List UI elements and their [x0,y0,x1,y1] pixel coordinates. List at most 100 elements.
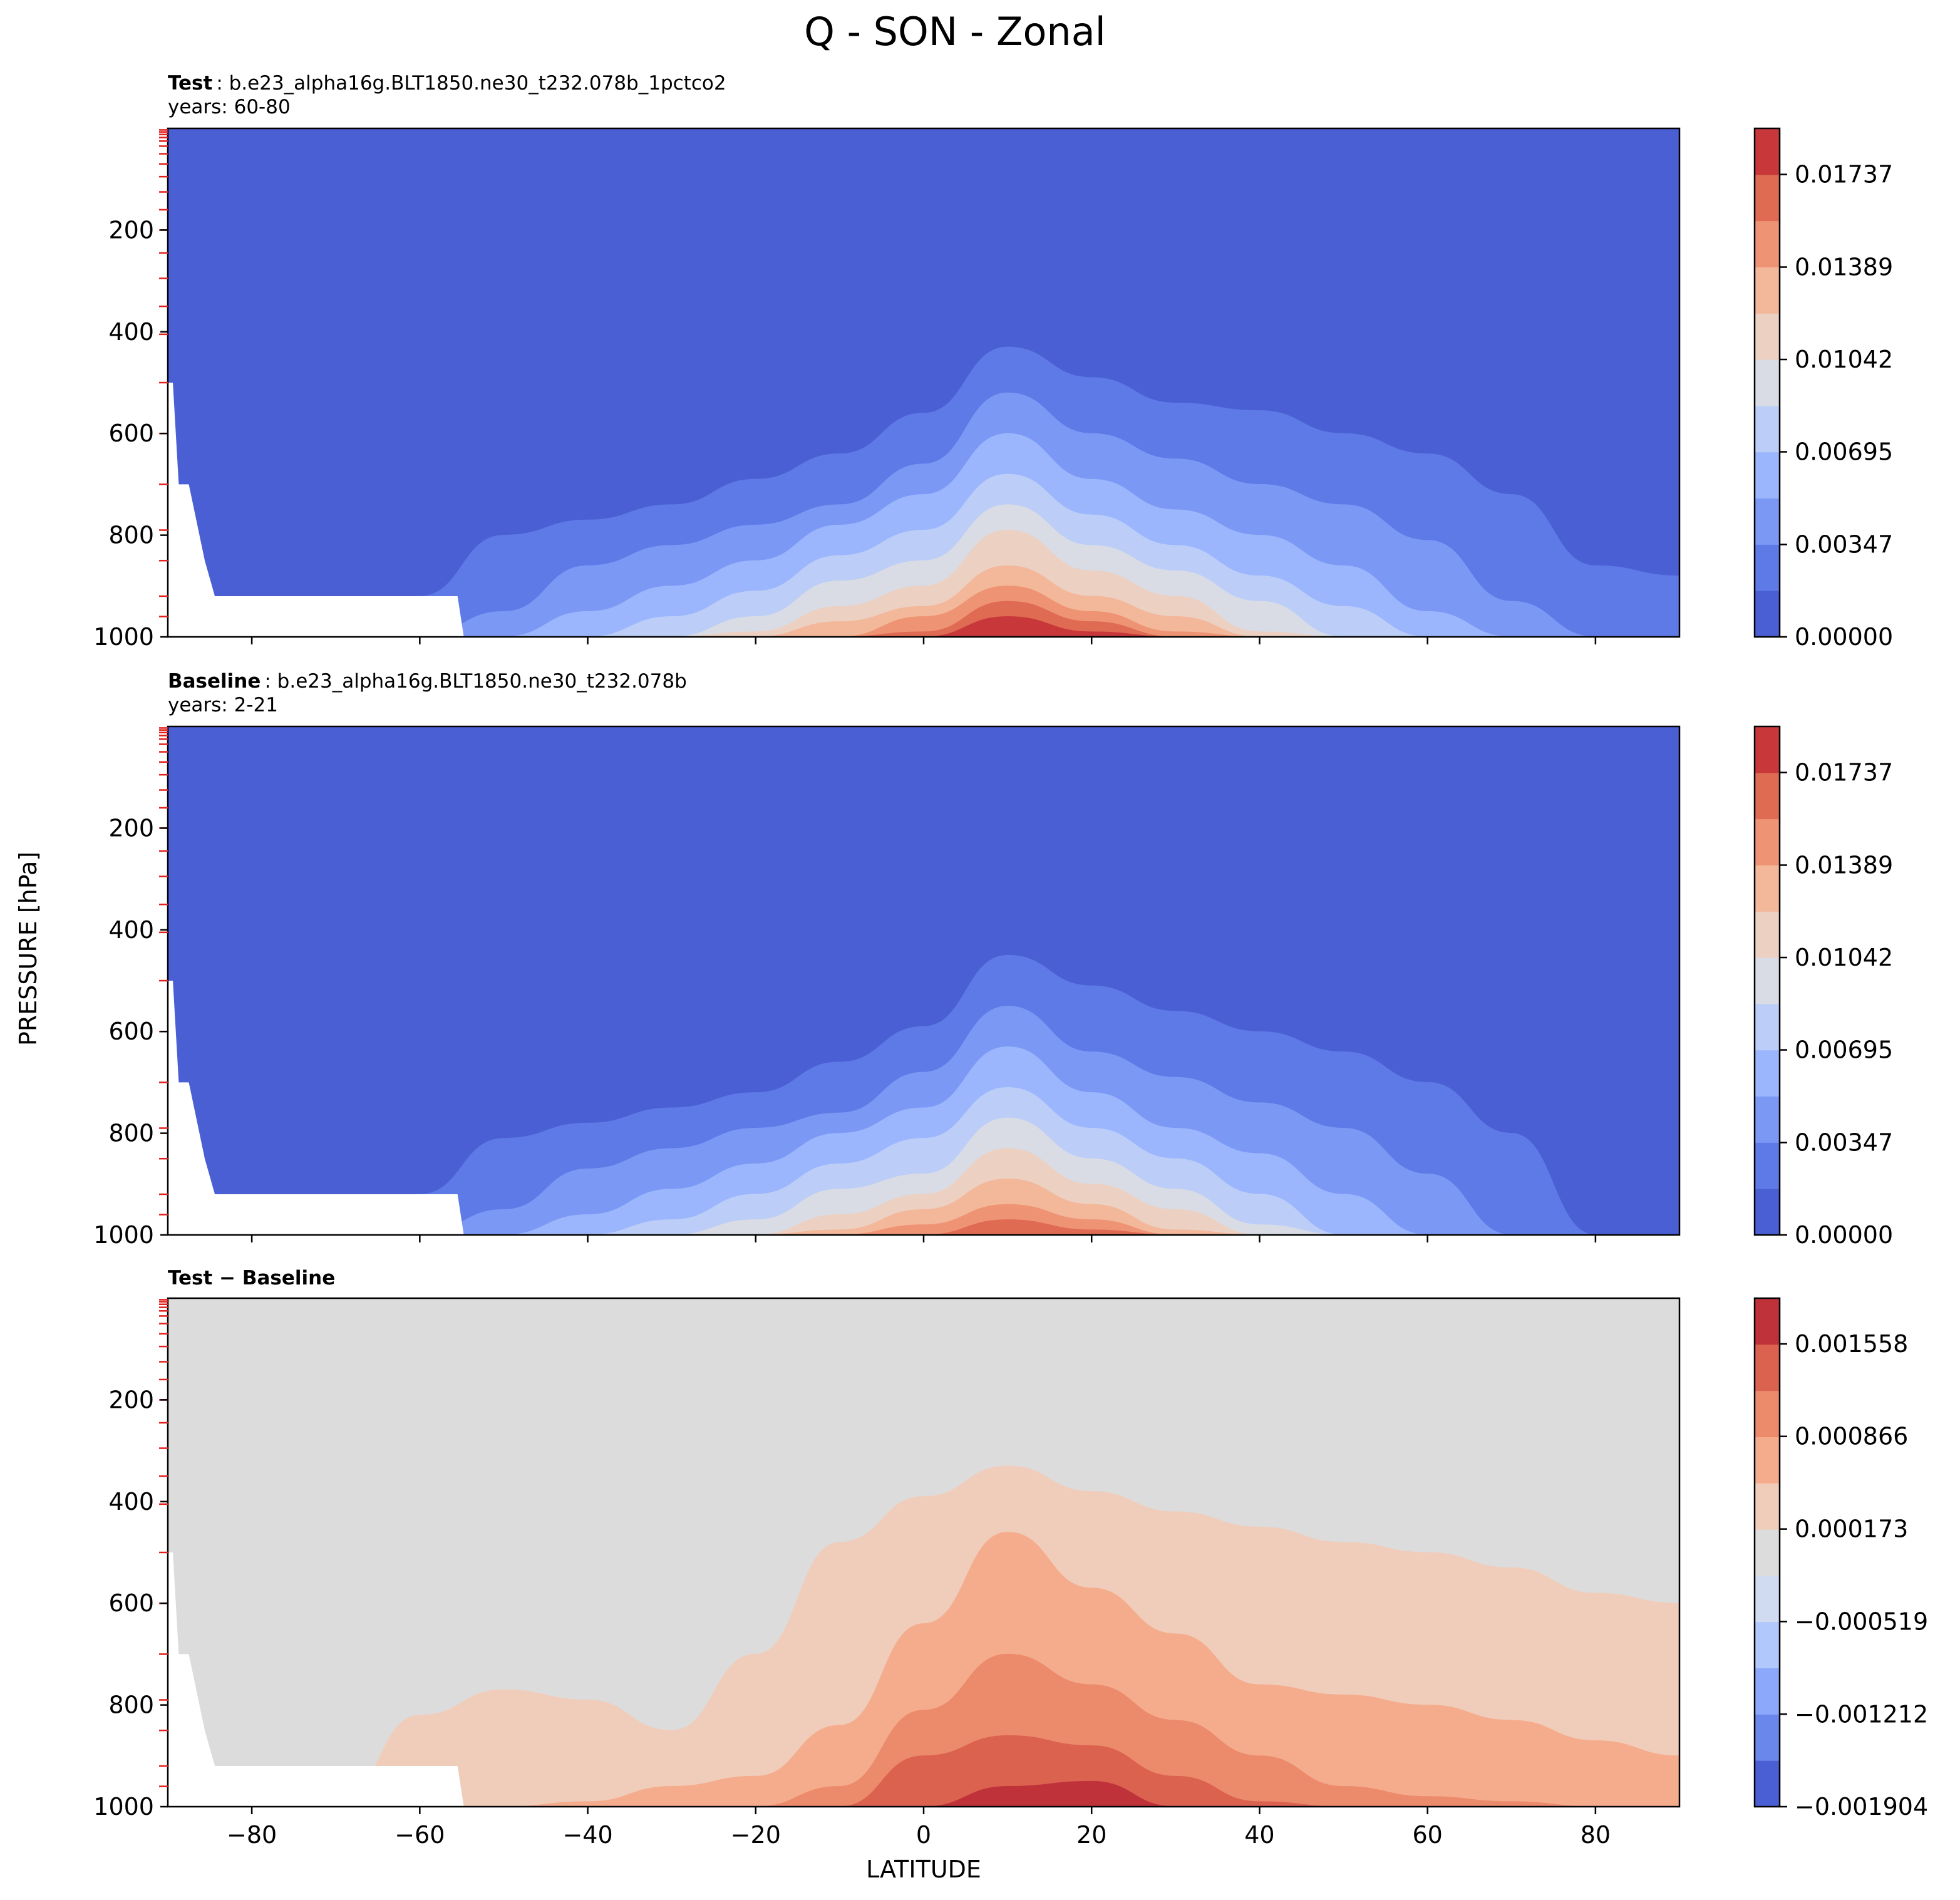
contour-level-5 [168,1117,1679,1235]
colorbar-segment [1755,726,1780,773]
colorbar-segment [1755,1437,1780,1484]
contour-level-9 [168,1735,1679,1807]
colorbar-segment [1755,1390,1780,1437]
colorbar-tick-label: 0.01042 [1795,944,1893,971]
colorbar-tick-label: 0.00000 [1795,623,1893,651]
colorbar-frame [1753,127,1781,638]
x-tick-label: 20 [1076,1821,1106,1849]
contour-level-8 [168,1204,1679,1235]
colorbar-tick-label: 0.01737 [1795,759,1893,787]
panel-label: Test: b.e23_alpha16g.BLT1850.ne30_t232.0… [168,72,726,95]
colorbar-segment [1755,865,1780,912]
colorbar-segment [1755,267,1780,314]
y-tick-label: 1000 [93,623,154,651]
y-tick-label: 600 [108,420,154,447]
missing-data-region [168,383,464,637]
x-tick-label: −60 [395,1821,445,1849]
y-tick-label: 200 [108,216,154,244]
panel-label: Baseline: b.e23_alpha16g.BLT1850.ne30_t2… [168,670,687,693]
contour-level-5 [168,504,1679,637]
y-axis-label: PRESSURE [hPa] [14,852,42,1046]
colorbar-segment [1755,1529,1780,1576]
x-tick-label: 0 [916,1821,931,1849]
y-tick-label: 1000 [93,1793,154,1820]
colorbar-tick-label: −0.000519 [1795,1608,1928,1635]
y-tick-label: 200 [108,1386,154,1413]
colorbar-segment [1755,1714,1780,1761]
contour-level-7 [168,1179,1679,1235]
colorbar-tick-label: 0.01042 [1795,346,1893,373]
panel-label: Test − Baseline [168,1267,335,1289]
x-tick-label: −40 [562,1821,612,1849]
colorbar: 0.00000 0.00347 0.00695 0.01042 0.01389 0.017… [1753,127,1893,651]
y-tick-label: 400 [108,318,154,346]
colorbar-tick-label: 0.01389 [1795,253,1893,281]
colorbar-segment [1755,544,1780,591]
colorbar-segment [1755,498,1780,545]
colorbar-tick-label: 0.01737 [1795,161,1893,188]
y-tick-label: 600 [108,1589,154,1617]
colorbar-segment [1755,1298,1780,1345]
missing-data-region [168,981,464,1235]
y-tick-label: 400 [108,1488,154,1515]
panel-difference: 200 400 600 800 1000 −80 −60 −40 −20 0 20 40 60 80 Tes… [93,1267,1928,1849]
contour-level-9 [168,601,1679,637]
colorbar-tick-label: 0.00695 [1795,1036,1893,1064]
panel-label-bold: Test [168,72,213,95]
colorbar-tick-label: 0.000173 [1795,1515,1908,1543]
y-tick-label: 600 [108,1018,154,1045]
figure-title: Q - SON - Zonal [804,9,1106,54]
colorbar-segment [1755,1668,1780,1715]
colorbar-segment [1755,1575,1780,1623]
colorbar-segment [1755,1621,1780,1669]
contour-field [168,128,1679,637]
colorbar-segment [1755,452,1780,499]
colorbar-segment [1755,1483,1780,1530]
contour-level-4 [168,1087,1679,1235]
x-tick-label: 60 [1412,1821,1442,1849]
panel-label-bold: Test − Baseline [168,1267,335,1289]
colorbar: −0.001904 −0.001212 −0.000519 0.000173 0.000… [1753,1297,1928,1820]
colorbar-segment [1755,591,1780,638]
colorbar-tick-label: 0.00347 [1795,1128,1893,1156]
colorbar-segment [1755,1142,1780,1189]
y-tick-label: 800 [108,1120,154,1147]
colorbar-segment [1755,958,1780,1004]
colorbar-segment [1755,818,1780,865]
y-tick-label: 800 [108,522,154,549]
x-tick-label: 80 [1581,1821,1611,1849]
colorbar-tick-label: 0.00695 [1795,438,1893,466]
colorbar-tick-label: 0.01389 [1795,851,1893,879]
panel-label-case: : b.e23_alpha16g.BLT1850.ne30_t232.078b_… [216,72,726,95]
x-axis-label: LATITUDE [866,1856,981,1883]
panel-label-case: : b.e23_alpha16g.BLT1850.ne30_t232.078b [264,670,686,693]
colorbar-segment [1755,405,1780,453]
contour-level-8 [168,586,1679,637]
colorbar-segment [1755,313,1780,360]
colorbar-segment [1755,1003,1780,1051]
colorbar-tick-label: −0.001212 [1795,1700,1928,1728]
colorbar-segment [1755,128,1780,175]
colorbar-segment [1755,1189,1780,1236]
contour-level-7 [168,1532,1679,1807]
colorbar: 0.00000 0.00347 0.00695 0.01042 0.01389 0.017… [1753,725,1893,1249]
colorbar-segment [1755,174,1780,222]
panel-test: 200 400 600 800 1000 Test: b.e23_alpha16g.BLT… [93,72,1893,651]
colorbar-tick-label: 0.000866 [1795,1423,1908,1450]
colorbar-frame [1753,725,1781,1236]
panel-years: years: 60-80 [168,96,291,118]
panel-years: years: 2-21 [168,694,278,716]
colorbar-segment [1755,1760,1780,1807]
panel-label-bold: Baseline [168,670,260,693]
x-tick-label: 40 [1244,1821,1274,1849]
colorbar-segment [1755,772,1780,820]
contour-level-4 [168,473,1679,637]
y-tick-label: 200 [108,814,154,842]
y-tick-label: 1000 [93,1221,154,1249]
colorbar-tick-label: 0.001558 [1795,1330,1908,1358]
colorbar-segment [1755,359,1780,406]
colorbar-tick-label: −0.001904 [1795,1793,1928,1820]
